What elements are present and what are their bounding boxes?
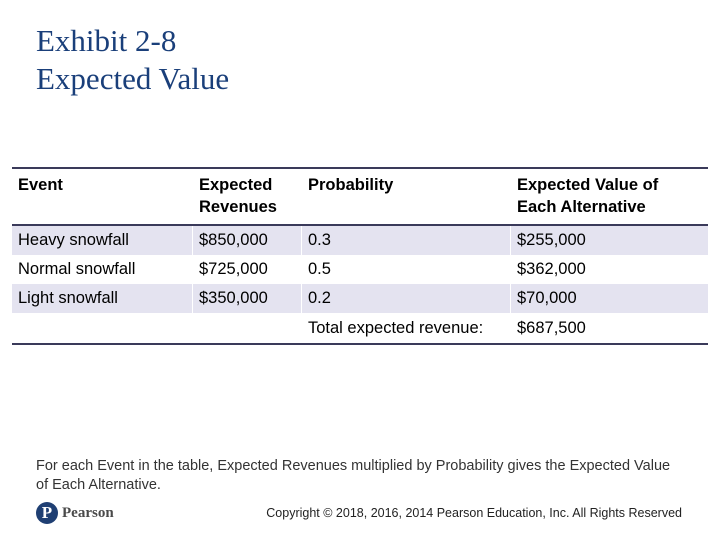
cell-expected-value: $70,000 bbox=[510, 284, 708, 313]
cell-expected-value: $362,000 bbox=[510, 255, 708, 284]
header-expected-value: Expected Value of Each Alternative bbox=[510, 168, 708, 225]
pearson-logo-text: Pearson bbox=[62, 504, 114, 521]
cell-revenues: $725,000 bbox=[192, 255, 302, 284]
table-row: Normal snowfall $725,000 0.5 $362,000 bbox=[12, 255, 708, 284]
total-label: Total expected revenue: bbox=[301, 313, 511, 344]
cell-probability: 0.2 bbox=[301, 284, 511, 313]
header-event: Event bbox=[18, 176, 63, 194]
cell-probability: 0.5 bbox=[301, 255, 511, 284]
cell-revenues: $350,000 bbox=[192, 284, 302, 313]
cell-revenues: $850,000 bbox=[192, 225, 302, 255]
header-probability: Probability bbox=[301, 168, 511, 225]
table-row: Heavy snowfall $850,000 0.3 $255,000 bbox=[12, 225, 708, 255]
cell-event: Heavy snowfall bbox=[18, 231, 129, 249]
expected-value-table: Event Expected Revenues Probability Expe… bbox=[12, 167, 708, 345]
table-row: Light snowfall $350,000 0.2 $70,000 bbox=[12, 284, 708, 313]
total-value: $687,500 bbox=[510, 313, 708, 344]
header-expected-revenues: Expected Revenues bbox=[192, 168, 302, 225]
cell-event: Normal snowfall bbox=[18, 260, 136, 278]
copyright-notice: Copyright © 2018, 2016, 2014 Pearson Edu… bbox=[266, 506, 682, 520]
slide-title: Exhibit 2-8 Expected Value bbox=[36, 22, 229, 98]
pearson-logo-icon: P bbox=[36, 502, 58, 524]
slide-title-line-2: Expected Value bbox=[36, 61, 230, 96]
cell-event: Light snowfall bbox=[18, 289, 118, 307]
footnote: For each Event in the table, Expected Re… bbox=[36, 458, 671, 493]
slide-title-line-1: Exhibit 2-8 bbox=[36, 23, 177, 58]
pearson-logo: P Pearson bbox=[36, 501, 114, 525]
cell-probability: 0.3 bbox=[301, 225, 511, 255]
cell-expected-value: $255,000 bbox=[510, 225, 708, 255]
table-header-row: Event Expected Revenues Probability Expe… bbox=[12, 168, 708, 225]
table-total-row: Total expected revenue: $687,500 bbox=[12, 313, 708, 344]
